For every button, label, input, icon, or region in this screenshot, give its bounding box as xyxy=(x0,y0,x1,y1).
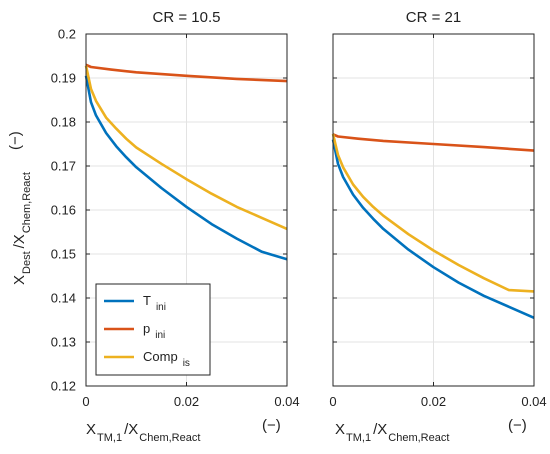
y-tick-label: 0.15 xyxy=(51,247,76,262)
plot-frame xyxy=(332,33,535,387)
y-tick-label: 0.13 xyxy=(51,335,76,350)
x-axis-unit: (−) xyxy=(508,417,527,434)
legend-entry-sub: ini xyxy=(155,330,165,341)
chart-panel-2: CR = 21 0 0.02 0.04 xyxy=(329,9,546,409)
x-tick-label: 0 xyxy=(329,394,336,409)
legend-entry-main: T xyxy=(143,293,151,308)
y-axis-label-sub2: Chem,React xyxy=(21,172,33,233)
y-axis-label-sub: Dest xyxy=(21,251,33,274)
x-axis-label-main: X xyxy=(335,421,345,438)
y-tick-label: 0.12 xyxy=(51,379,76,394)
series-line-3 xyxy=(331,133,535,293)
series-line-3 xyxy=(84,65,288,231)
legend-entry-label: Comp is xyxy=(143,349,190,369)
legend-entry-sub: is xyxy=(183,358,190,369)
series-line-1 xyxy=(84,75,288,261)
series-line-2 xyxy=(85,63,288,83)
x-axis-label-left: XTM,1/XChem,React (−) xyxy=(86,417,281,444)
y-tick-label: 0.17 xyxy=(51,159,76,174)
chart-title: CR = 21 xyxy=(406,9,461,26)
x-axis-unit: (−) xyxy=(262,417,281,434)
y-axis-label-main2: /X xyxy=(11,234,28,248)
x-tick-label: 0.02 xyxy=(174,394,199,409)
x-axis-label-sub2: Chem,React xyxy=(139,432,200,444)
chart-panels: CR = 10.5 0 0.02 0.04 0.12 0.13 0.14 0.15 0.16 0.… xyxy=(51,9,547,409)
x-tick-label: 0.04 xyxy=(274,394,299,409)
x-axis-label-main2: /X xyxy=(124,421,138,438)
y-axis-label-main: X xyxy=(11,275,28,285)
x-tick-label: 0.04 xyxy=(521,394,546,409)
legend-entry-main: p xyxy=(143,321,150,336)
chart-title: CR = 10.5 xyxy=(153,9,221,26)
x-axis-label-right: XTM,1/XChem,React (−) xyxy=(335,417,527,444)
plot-frame xyxy=(85,33,288,387)
x-tick-label: 0.02 xyxy=(421,394,446,409)
x-axis-label-sub: TM,1 xyxy=(346,432,371,444)
y-tick-label: 0.16 xyxy=(51,203,76,218)
series-line-1 xyxy=(331,139,535,319)
svg-text:XTM,1/XChem,React: XTM,1/XChem,React xyxy=(86,421,200,444)
svg-text:XTM,1/XChem,React: XTM,1/XChem,React xyxy=(335,421,449,444)
x-axis-label-main2: /X xyxy=(373,421,387,438)
x-axis-label-sub: TM,1 xyxy=(97,432,122,444)
svg-text:XDest/XChem,React: XDest/XChem,React xyxy=(11,172,33,285)
y-tick-label: 0.19 xyxy=(51,71,76,86)
legend-entry-label: p ini xyxy=(143,321,165,341)
x-axis-label-main: X xyxy=(86,421,96,438)
x-tick-label: 0 xyxy=(82,394,89,409)
legend-entry-sub: ini xyxy=(156,302,166,313)
y-tick-label: 0.18 xyxy=(51,115,76,130)
y-tick-label: 0.2 xyxy=(58,27,76,42)
y-axis-label: XDest/XChem,React (−) xyxy=(7,131,33,285)
x-axis-label-sub2: Chem,React xyxy=(388,432,449,444)
y-tick-label: 0.14 xyxy=(51,291,76,306)
chart-panel-1: CR = 10.5 0 0.02 0.04 0.12 0.13 0.14 0.15 0.16 0.… xyxy=(51,9,300,409)
y-axis-unit: (−) xyxy=(7,131,24,150)
series-line-2 xyxy=(332,133,535,152)
legend-entry-main: Comp xyxy=(143,349,178,364)
